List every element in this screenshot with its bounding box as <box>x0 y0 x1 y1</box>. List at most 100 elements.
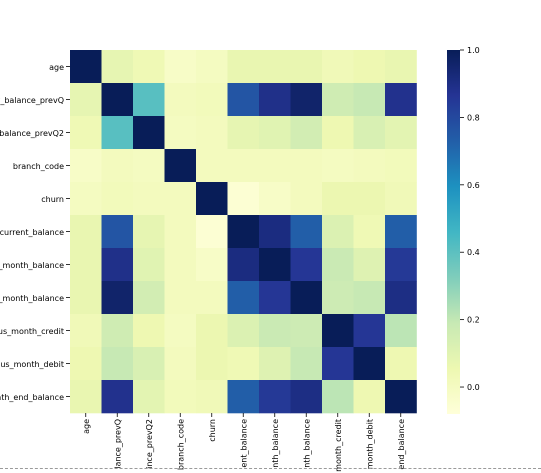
column-label: age <box>82 419 91 434</box>
heatmap-cell <box>164 116 197 150</box>
heatmap-cell <box>164 50 197 84</box>
heatmap-cell <box>133 281 165 315</box>
heatmap-cell <box>259 380 291 414</box>
heatmap-cell <box>133 314 165 348</box>
heatmap-cell <box>70 83 102 117</box>
heatmap-cell <box>227 215 260 249</box>
heatmap-cell <box>101 50 134 84</box>
heatmap-cell <box>164 314 197 348</box>
heatmap-cell <box>290 83 323 117</box>
heatmap-cell <box>196 380 228 414</box>
bottom-divider <box>0 468 541 469</box>
heatmap-cell <box>227 314 260 348</box>
heatmap-cell <box>101 182 134 216</box>
heatmap-cell <box>385 248 417 282</box>
heatmap-cell <box>227 281 260 315</box>
heatmap-cell <box>322 215 354 249</box>
row-label: nt_month_balance <box>0 261 64 270</box>
heatmap-cell <box>196 314 228 348</box>
heatmap-cell <box>101 83 134 117</box>
heatmap-cell <box>290 116 323 150</box>
heatmap-cell <box>259 281 291 315</box>
column-label: nth_balance <box>302 419 311 468</box>
heatmap-cell <box>259 248 291 282</box>
heatmap-cell <box>353 149 386 183</box>
heatmap-cell <box>164 83 197 117</box>
heatmap-cell <box>70 116 102 150</box>
heatmap-cell <box>385 380 417 414</box>
heatmap-cell <box>385 215 417 249</box>
heatmap-cell <box>259 83 291 117</box>
heatmap-cell <box>70 347 102 381</box>
heatmap-cell <box>385 347 417 381</box>
heatmap-cell <box>133 380 165 414</box>
column-label: ince_prevQ2 <box>145 419 154 469</box>
heatmap-cell <box>101 281 134 315</box>
heatmap-cell <box>353 50 386 84</box>
heatmap-cell <box>322 314 354 348</box>
heatmap-cell <box>196 182 228 216</box>
heatmap-cell <box>101 380 134 414</box>
row-label: branch_code <box>13 162 64 171</box>
colorbar-gradient <box>447 50 460 414</box>
heatmap-cell <box>290 149 323 183</box>
heatmap-cell <box>133 50 165 84</box>
heatmap-cell <box>196 50 228 84</box>
row-labels: age nly_balance_prevQ y_balance_prevQ2bran… <box>0 63 70 402</box>
heatmap-cell <box>259 149 291 183</box>
row-label: vious_month_debit <box>0 360 64 369</box>
heatmap-cell <box>70 182 102 216</box>
row-label: nly_balance_prevQ <box>0 96 64 105</box>
heatmap-cell <box>385 281 417 315</box>
heatmap-cell <box>259 215 291 249</box>
heatmap-cell <box>259 50 291 84</box>
heatmap-cell <box>101 314 134 348</box>
heatmap-cell <box>227 83 260 117</box>
heatmap-cell <box>290 50 323 84</box>
column-label: branch_code <box>176 419 185 470</box>
heatmap-cell <box>259 347 291 381</box>
row-label: age <box>49 63 64 72</box>
heatmap-cell <box>164 215 197 249</box>
column-label: lance_prevQ <box>113 419 122 469</box>
heatmap-cell <box>164 248 197 282</box>
heatmap-cell <box>322 248 354 282</box>
heatmap-cell <box>70 248 102 282</box>
heatmap-cell <box>353 215 386 249</box>
heatmap-cell <box>290 347 323 381</box>
heatmap-cell <box>322 347 354 381</box>
column-label: ent_balance <box>239 419 248 468</box>
heatmap-cells <box>70 50 417 414</box>
heatmap-cell <box>70 281 102 315</box>
column-label: nth_balance <box>271 419 280 468</box>
heatmap-cell <box>133 116 165 150</box>
heatmap-cell <box>196 83 228 117</box>
heatmap-cell <box>259 116 291 150</box>
heatmap-cell <box>353 314 386 348</box>
heatmap-cell <box>196 149 228 183</box>
row-label: vious_month_credit <box>0 327 64 336</box>
colorbar: 0.0 0.2 0.4 0.6 0.8 1.0 <box>447 46 480 414</box>
heatmap-cell <box>290 281 323 315</box>
heatmap-cell <box>353 347 386 381</box>
heatmap-cell <box>133 182 165 216</box>
row-label: y_balance_prevQ2 <box>0 129 64 138</box>
heatmap-cell <box>164 380 197 414</box>
heatmap-cell <box>101 248 134 282</box>
heatmap-cell <box>353 116 386 150</box>
heatmap-cell <box>259 182 291 216</box>
heatmap-cell <box>353 281 386 315</box>
heatmap-cell <box>164 182 197 216</box>
heatmap-cell <box>322 182 354 216</box>
heatmap-cell <box>70 380 102 414</box>
heatmap-cell <box>322 380 354 414</box>
heatmap-cell <box>385 83 417 117</box>
heatmap-cell <box>385 116 417 150</box>
heatmap-cell <box>133 347 165 381</box>
row-label: churn <box>41 195 64 204</box>
heatmap-cell <box>290 248 323 282</box>
heatmap-cell <box>385 50 417 84</box>
heatmap-cell <box>196 116 228 150</box>
heatmap-cell <box>385 314 417 348</box>
heatmap-cell <box>70 149 102 183</box>
